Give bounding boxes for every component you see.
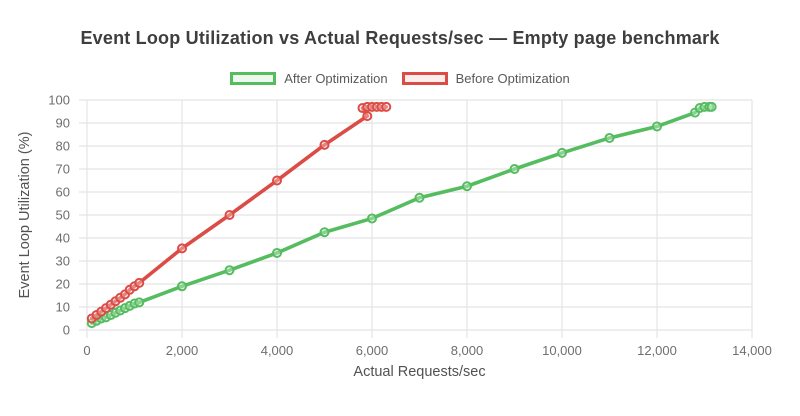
data-point-marker — [134, 297, 145, 308]
data-point-marker — [177, 243, 187, 254]
legend-label: After Optimization — [284, 70, 388, 86]
x-tick-label: 4,000 — [261, 343, 294, 358]
data-point-marker — [319, 139, 330, 150]
y-tick-label: 90 — [56, 116, 70, 131]
x-tick-label: 0 — [83, 343, 90, 358]
chart-title: Event Loop Utilization vs Actual Request… — [80, 28, 720, 48]
data-point-marker — [177, 281, 187, 292]
y-tick-label: 20 — [56, 277, 70, 292]
data-point-marker — [652, 121, 662, 132]
y-tick-label: 60 — [56, 185, 70, 200]
x-tick-label: 12,000 — [637, 343, 677, 358]
y-tick-label: 100 — [48, 93, 70, 108]
data-point-marker — [367, 213, 377, 224]
data-point-marker — [706, 101, 717, 112]
y-tick-label: 10 — [56, 300, 70, 315]
data-point-marker — [105, 310, 116, 321]
data-point-marker — [509, 164, 520, 174]
data-point-marker — [115, 305, 126, 316]
data-point-marker — [462, 181, 472, 192]
legend-item-before-optimization[interactable]: Before Optimization — [401, 70, 570, 86]
legend-item-after-optimization[interactable]: After Optimization — [230, 70, 388, 86]
data-point-marker — [381, 101, 392, 112]
data-point-marker — [124, 300, 135, 311]
y-tick-label: 50 — [56, 208, 70, 223]
data-point-marker — [319, 227, 330, 238]
y-tick-label: 80 — [56, 139, 70, 154]
legend-swatch-green — [230, 71, 277, 85]
x-tick-label: 6,000 — [356, 343, 389, 358]
data-point-marker — [224, 210, 235, 220]
data-point-marker — [120, 303, 130, 314]
series-line — [89, 105, 389, 321]
legend-swatch-red — [401, 71, 448, 85]
data-point-marker — [414, 192, 425, 203]
x-tick-label: 2,000 — [166, 343, 199, 358]
data-point-marker — [604, 132, 615, 143]
data-point-marker — [557, 147, 567, 158]
data-point-marker — [362, 111, 373, 122]
y-tick-label: 40 — [56, 231, 70, 246]
data-point-marker — [272, 247, 282, 258]
x-axis-title: Actual Requests/sec — [353, 364, 486, 380]
x-tick-label: 8,000 — [451, 343, 484, 358]
y-tick-label: 0 — [63, 323, 70, 338]
x-tick-label: 10,000 — [542, 343, 582, 358]
chart-legend: After Optimization Before Optimization — [0, 68, 800, 88]
y-tick-label: 70 — [56, 162, 70, 177]
data-point-marker — [224, 265, 235, 276]
y-tick-label: 30 — [56, 254, 70, 269]
data-point-marker — [110, 307, 121, 318]
x-tick-label: 14,000 — [732, 343, 772, 358]
legend-label: Before Optimization — [455, 70, 570, 86]
data-point-marker — [134, 277, 145, 288]
data-point-marker — [272, 175, 282, 186]
